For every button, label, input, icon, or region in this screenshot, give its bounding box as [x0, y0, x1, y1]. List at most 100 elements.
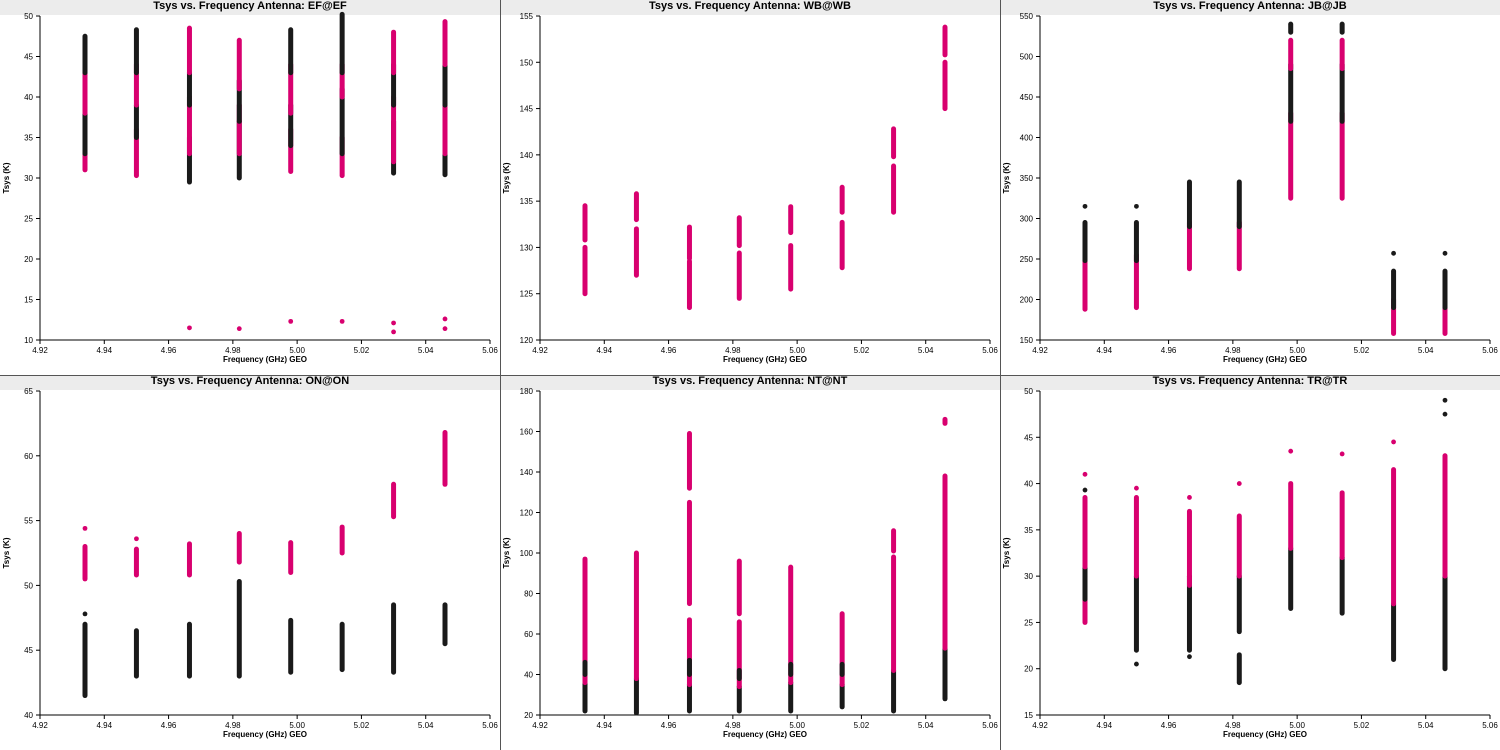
- chart-panel: Tsys vs. Frequency Antenna: EF@EF 4.92 4.9…: [0, 0, 500, 364]
- x-tick-label: 4.94: [1096, 721, 1112, 730]
- y-tick-label: 50: [24, 12, 33, 21]
- x-tick-label: 5.04: [918, 346, 934, 355]
- chart-title: Tsys vs. Frequency Antenna: ON@ON: [151, 375, 349, 387]
- y-axis-label: Tsys (K): [502, 162, 511, 193]
- x-tick-label: 5.00: [789, 721, 805, 730]
- x-tick-label: 5.06: [1482, 721, 1498, 730]
- data-point-magenta: [134, 536, 139, 542]
- y-tick-label: 35: [1024, 526, 1033, 535]
- y-tick-label: 20: [24, 255, 33, 264]
- x-tick-label: 5.02: [354, 346, 370, 355]
- x-tick-label: 4.96: [661, 721, 677, 730]
- x-tick-label: 5.02: [1354, 346, 1370, 355]
- x-tick-label: 4.92: [532, 721, 548, 730]
- x-tick-label: 4.98: [225, 346, 241, 355]
- y-tick-label: 120: [520, 336, 534, 345]
- x-tick-label: 5.02: [854, 346, 870, 355]
- data-point-black: [1082, 487, 1088, 493]
- chart-title: Tsys vs. Frequency Antenna: NT@NT: [653, 375, 848, 387]
- x-tick-label: 5.04: [418, 346, 434, 355]
- y-tick-label: 40: [24, 711, 33, 720]
- x-tick-label: 4.94: [596, 721, 612, 730]
- y-tick-label: 65: [24, 387, 33, 396]
- y-axis-label: Tsys (K): [1002, 537, 1011, 568]
- y-tick-label: 120: [520, 509, 534, 518]
- y-tick-label: 180: [520, 387, 534, 396]
- data-point-magenta: [187, 325, 192, 331]
- y-tick-label: 140: [520, 151, 534, 160]
- data-point-black: [1134, 661, 1139, 667]
- y-tick-label: 140: [520, 468, 534, 477]
- x-tick-label: 5.02: [354, 721, 370, 730]
- data-point-magenta: [1288, 448, 1294, 454]
- x-tick-label: 5.06: [1482, 346, 1498, 355]
- x-tick-label: 5.04: [418, 721, 434, 730]
- x-axis-label: Frequency (GHz) GEO: [1223, 730, 1307, 739]
- y-tick-label: 60: [524, 630, 533, 639]
- chart-title: Tsys vs. Frequency Antenna: TR@TR: [1153, 375, 1348, 387]
- title-band: [0, 375, 500, 390]
- y-tick-label: 450: [1020, 93, 1034, 102]
- y-tick-label: 145: [520, 105, 534, 114]
- x-tick-label: 5.00: [289, 721, 305, 730]
- x-axis-label: Frequency (GHz) GEO: [1223, 355, 1307, 364]
- y-tick-label: 60: [24, 452, 33, 461]
- x-tick-label: 5.00: [289, 346, 305, 355]
- y-tick-label: 40: [24, 93, 33, 102]
- chart-panel: Tsys vs. Frequency Antenna: TR@TR 4.92 4.9…: [1000, 375, 1500, 739]
- data-point-magenta: [288, 318, 294, 324]
- data-point-black: [82, 611, 88, 617]
- title-band: [1000, 0, 1500, 15]
- y-axis-label: Tsys (K): [2, 537, 11, 568]
- data-point-magenta: [391, 320, 396, 326]
- data-point-magenta: [1391, 439, 1396, 445]
- chart-panel: Tsys vs. Frequency Antenna: ON@ON 4.92 4.9…: [0, 375, 500, 739]
- data-point-black: [1442, 397, 1448, 403]
- data-point-black: [1134, 203, 1139, 209]
- y-tick-label: 40: [524, 671, 533, 680]
- x-tick-label: 4.92: [32, 721, 48, 730]
- x-tick-label: 5.02: [1354, 721, 1370, 730]
- y-tick-label: 30: [24, 174, 33, 183]
- y-tick-label: 350: [1020, 174, 1034, 183]
- y-tick-label: 45: [1024, 433, 1033, 442]
- data-point-magenta: [1082, 471, 1088, 477]
- data-point-black: [1187, 654, 1192, 660]
- x-axis-label: Frequency (GHz) GEO: [723, 355, 807, 364]
- y-tick-label: 45: [24, 53, 33, 62]
- y-tick-label: 500: [1020, 53, 1034, 62]
- title-band: [0, 0, 500, 15]
- data-point-black: [1082, 203, 1088, 209]
- y-tick-label: 150: [520, 58, 534, 67]
- y-tick-label: 15: [1024, 711, 1033, 720]
- chart-title: Tsys vs. Frequency Antenna: WB@WB: [649, 0, 851, 12]
- x-tick-label: 4.98: [725, 346, 741, 355]
- chart-panel: Tsys vs. Frequency Antenna: WB@WB 4.92 4.9…: [500, 0, 1000, 364]
- x-tick-label: 4.96: [161, 721, 177, 730]
- y-tick-label: 40: [1024, 480, 1033, 489]
- data-point-black: [1391, 250, 1396, 256]
- chart-title: Tsys vs. Frequency Antenna: JB@JB: [1153, 0, 1347, 12]
- data-point-magenta: [1187, 495, 1192, 500]
- x-tick-label: 5.04: [1418, 721, 1434, 730]
- y-tick-label: 50: [1024, 387, 1033, 396]
- x-tick-label: 4.98: [225, 721, 241, 730]
- x-tick-label: 4.94: [96, 346, 112, 355]
- data-point-magenta: [339, 318, 345, 324]
- y-tick-label: 135: [520, 197, 534, 206]
- x-axis-label: Frequency (GHz) GEO: [223, 730, 307, 739]
- x-tick-label: 4.96: [1161, 346, 1177, 355]
- y-tick-label: 50: [24, 581, 33, 590]
- y-tick-label: 30: [1024, 572, 1033, 581]
- x-axis-label: Frequency (GHz) GEO: [223, 355, 307, 364]
- x-tick-label: 4.96: [161, 346, 177, 355]
- y-tick-label: 550: [1020, 12, 1034, 21]
- y-tick-label: 200: [1020, 296, 1034, 305]
- x-tick-label: 4.92: [1032, 721, 1048, 730]
- y-axis-label: Tsys (K): [502, 537, 511, 568]
- y-tick-label: 125: [520, 290, 534, 299]
- y-tick-label: 20: [1024, 665, 1033, 674]
- x-tick-label: 4.92: [32, 346, 48, 355]
- title-band: [500, 0, 1000, 15]
- y-tick-label: 100: [520, 549, 534, 558]
